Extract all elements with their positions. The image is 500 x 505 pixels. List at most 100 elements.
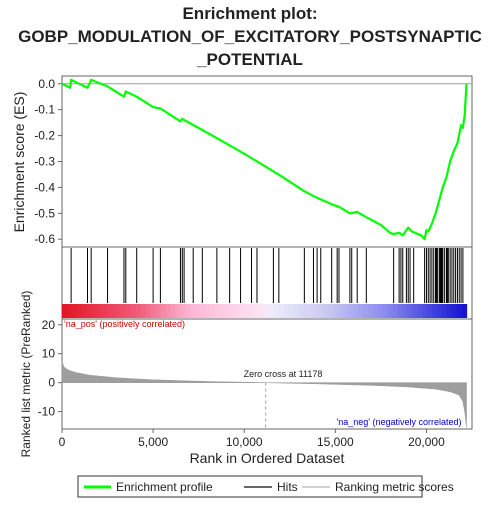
color-bar-segment [81, 304, 88, 318]
color-bar-segment [249, 304, 255, 318]
color-bar-segment [298, 304, 305, 318]
es-y-tick-label: -0.1 [34, 103, 55, 117]
x-tick-label: 20,000 [408, 435, 445, 449]
color-bar-segment [106, 304, 112, 318]
color-bar-segment [86, 304, 93, 318]
legend-entry-ranking-metric: Ranking metric scores [335, 480, 454, 494]
x-tick-label: 15,000 [317, 435, 354, 449]
color-bar-segment [284, 304, 290, 318]
color-bar-segment [66, 304, 73, 318]
color-bar-segment [76, 304, 83, 318]
neg-correlated-label: 'na_neg' (negatively correlated) [336, 417, 461, 427]
pos-correlated-label: 'na_pos' (positively correlated) [64, 319, 185, 329]
color-bar-segment [195, 304, 201, 318]
color-bar-segment [254, 304, 260, 318]
color-bar-segment [303, 304, 310, 318]
chart-title-line-1: Enrichment plot: [182, 4, 317, 23]
x-tick-label: 5,000 [138, 435, 168, 449]
color-bar-segment [150, 304, 157, 318]
color-bar-segment [190, 304, 196, 318]
color-bar-segment [224, 304, 231, 318]
color-bar-segment [121, 304, 127, 318]
color-bar-segment [328, 304, 334, 318]
color-bar-segment [456, 304, 463, 318]
color-bar-segment [461, 304, 468, 318]
color-bar-segment [219, 304, 226, 318]
color-bar-segment [200, 304, 206, 318]
rank-color-bar [62, 304, 468, 318]
color-bar-segment [313, 304, 320, 318]
color-bar-segment [264, 304, 270, 318]
color-bar-segment [451, 304, 458, 318]
color-bar-segment [210, 304, 216, 318]
es-y-tick-label: -0.2 [34, 129, 55, 143]
color-bar-segment [377, 304, 384, 318]
color-bar-segment [160, 304, 167, 318]
color-bar-segment [279, 304, 285, 318]
color-bar-segment [269, 304, 275, 318]
zero-cross-label: Zero cross at 11178 [244, 369, 323, 379]
es-panel-frame [61, 75, 473, 248]
color-bar-segment [358, 304, 364, 318]
ranking-metric-area [61, 360, 467, 428]
color-bar-segment [126, 304, 132, 318]
chart-title-line-3: _POTENTIAL [196, 50, 303, 69]
color-bar-segment [392, 304, 399, 318]
color-bar-segment [145, 304, 152, 318]
metric-y-tick-label: 0 [48, 376, 55, 390]
color-bar-segment [239, 304, 246, 318]
color-bar-segment [446, 304, 453, 318]
es-y-tick-label: -0.4 [34, 180, 55, 194]
color-bar-segment [205, 304, 211, 318]
color-bar-segment [274, 304, 280, 318]
color-bar-segment [131, 304, 137, 318]
legend-entry-hits: Hits [277, 480, 298, 494]
color-bar-segment [234, 304, 241, 318]
color-bar-segment [432, 304, 438, 318]
color-bar-segment [318, 304, 325, 318]
color-bar-segment [338, 304, 344, 318]
color-bar-segment [116, 304, 122, 318]
color-bar-segment [343, 304, 349, 318]
color-bar-segment [348, 304, 354, 318]
x-tick-label: 0 [59, 435, 66, 449]
color-bar-segment [372, 304, 379, 318]
color-bar-segment [136, 304, 142, 318]
es-y-axis-title: Enrichment score (ES) [11, 92, 27, 233]
color-bar-segment [417, 304, 423, 318]
legend-entry-enrichment-profile: Enrichment profile [116, 480, 213, 494]
metric-y-tick-label: 10 [42, 347, 56, 361]
color-bar-segment [229, 304, 236, 318]
color-bar-segment [308, 304, 315, 318]
color-bar-segment [96, 304, 103, 318]
color-bar-segment [71, 304, 78, 318]
es-y-tick-label: -0.6 [34, 232, 55, 246]
metric-y-axis-title: Ranked list metric (PreRanked) [19, 291, 33, 458]
color-bar-segment [185, 304, 191, 318]
color-bar-segment [62, 304, 68, 318]
color-bar-segment [244, 304, 251, 318]
color-bar-segment [427, 304, 433, 318]
color-bar-segment [412, 304, 418, 318]
color-bar-segment [214, 304, 221, 318]
color-bar-segment [165, 304, 172, 318]
color-bar-segment [397, 304, 403, 318]
metric-y-tick-label: -10 [38, 405, 56, 419]
x-axis-title: Rank in Ordered Dataset [190, 450, 345, 466]
color-bar-segment [382, 304, 389, 318]
color-bar-segment [111, 304, 117, 318]
color-bar-segment [353, 304, 359, 318]
color-bar-segment [180, 304, 186, 318]
es-y-tick-label: 0.0 [38, 77, 55, 91]
color-bar-segment [441, 304, 448, 318]
es-y-tick-label: -0.3 [34, 155, 55, 169]
x-tick-label: 10,000 [226, 435, 263, 449]
color-bar-segment [140, 304, 147, 318]
color-bar-segment [175, 304, 181, 318]
color-bar-segment [436, 304, 443, 318]
es-y-tick-label: -0.5 [34, 206, 55, 220]
color-bar-segment [407, 304, 413, 318]
color-bar-segment [170, 304, 177, 318]
